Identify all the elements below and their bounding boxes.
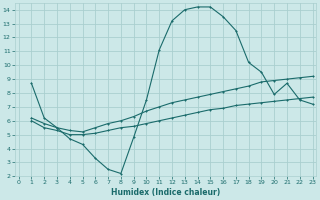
- X-axis label: Humidex (Indice chaleur): Humidex (Indice chaleur): [111, 188, 220, 197]
